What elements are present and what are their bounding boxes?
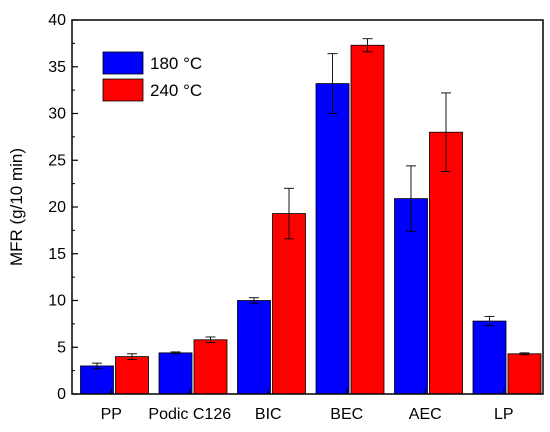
bar — [507, 353, 542, 395]
x-tick-label: LP — [494, 406, 514, 423]
legend: 180 °C 240 °C — [102, 51, 202, 102]
x-tick-label: BIC — [255, 406, 282, 423]
bar — [158, 352, 193, 395]
x-axis: PP Podic C126 BIC BEC AEC LP — [101, 389, 514, 423]
bars-layer — [80, 44, 542, 395]
plot-frame — [71, 19, 544, 395]
bar — [350, 44, 385, 395]
bar — [80, 365, 114, 395]
bar — [429, 131, 463, 395]
x-tick-label: PP — [101, 406, 122, 423]
legend-swatch — [102, 51, 144, 75]
bar — [193, 339, 228, 395]
y-tick-label: 25 — [48, 152, 66, 169]
x-tick-label: Podic C126 — [148, 406, 231, 423]
x-tick-label: BEC — [330, 406, 363, 423]
y-tick-label: 40 — [48, 12, 66, 29]
y-axis: 0 5 10 15 20 25 30 35 40 — [48, 12, 78, 403]
bar — [315, 83, 350, 395]
bar — [115, 356, 149, 395]
y-tick-label: 30 — [48, 106, 66, 123]
y-tick-label: 0 — [57, 386, 66, 403]
bar — [472, 320, 507, 395]
y-tick-label: 10 — [48, 293, 66, 310]
x-tick-label: AEC — [409, 406, 442, 423]
legend-label: 240 °C — [150, 81, 202, 100]
legend-label: 180 °C — [150, 54, 202, 73]
y-axis-title: MFR (g/10 min) — [7, 148, 26, 266]
y-tick-label: 20 — [48, 199, 66, 216]
bar — [272, 213, 306, 395]
y-tick-label: 5 — [57, 339, 66, 356]
bar — [237, 300, 271, 395]
y-tick-label: 35 — [48, 59, 66, 76]
y-tick-label: 15 — [48, 246, 66, 263]
legend-swatch — [102, 78, 144, 102]
error-bars-layer — [92, 38, 530, 370]
